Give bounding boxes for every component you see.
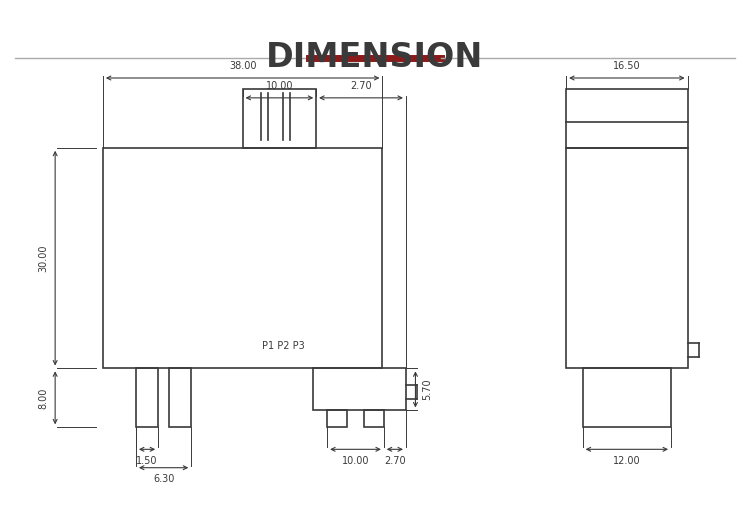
Text: 2.70: 2.70 — [384, 456, 406, 466]
Text: P1 P2 P3: P1 P2 P3 — [262, 341, 305, 352]
Text: 2.70: 2.70 — [350, 81, 372, 91]
Bar — [136, 369, 158, 427]
Text: 30.00: 30.00 — [38, 244, 49, 272]
Text: 16.50: 16.50 — [613, 62, 640, 71]
Bar — [243, 89, 316, 148]
Text: 5.70: 5.70 — [422, 379, 432, 400]
Bar — [313, 369, 406, 410]
Bar — [566, 148, 688, 369]
Text: 10.00: 10.00 — [342, 456, 369, 466]
Bar — [169, 369, 191, 427]
Text: 12.00: 12.00 — [613, 456, 640, 466]
Text: 8.00: 8.00 — [38, 387, 49, 408]
Bar — [103, 148, 382, 369]
Text: 10.00: 10.00 — [266, 81, 293, 91]
Bar — [327, 410, 347, 427]
Bar — [566, 89, 688, 148]
Text: 1.50: 1.50 — [136, 456, 158, 466]
Text: 6.30: 6.30 — [153, 474, 174, 484]
Text: DIMENSION: DIMENSION — [266, 41, 484, 74]
Bar — [364, 410, 384, 427]
Bar — [583, 369, 671, 427]
Text: 38.00: 38.00 — [229, 62, 256, 71]
